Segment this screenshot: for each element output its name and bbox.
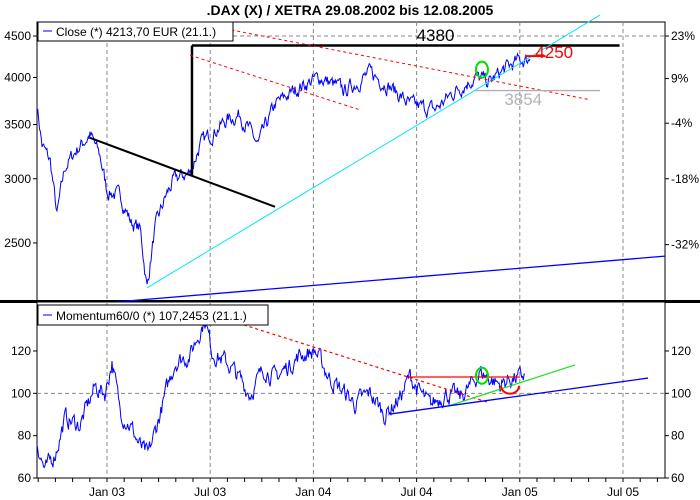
x-tick-label: Jan 04: [295, 485, 331, 499]
cyan-uptrend-line: [146, 14, 601, 289]
momentum-y-tick-label-right: 80: [671, 429, 685, 443]
green-breakout-circle: [474, 60, 489, 79]
momentum-red-dotted-downtrend: [237, 322, 488, 403]
percent-y-tick-label: -18%: [671, 172, 699, 186]
momentum-blue-uptrend: [389, 377, 649, 415]
blue-long-trend-line: [56, 255, 666, 308]
label-3854: 3854: [504, 90, 542, 109]
black-downtrend-line: [89, 136, 276, 208]
price-close-line: [36, 52, 531, 285]
momentum-green-circle: [474, 366, 489, 385]
x-tick-label: Jul 05: [607, 485, 639, 499]
momentum-y-tick-label-left: 100: [11, 386, 31, 400]
x-tick-label: Jul 03: [194, 485, 226, 499]
momentum-y-tick-label-right: 60: [671, 471, 685, 485]
momentum-green-uptrend: [447, 364, 576, 407]
momentum-legend-label: Momentum60/0 (*) 107,2453 (21.1.): [56, 309, 247, 323]
red-dashed-upper-line: [189, 21, 591, 101]
label-4250: 4250: [535, 43, 573, 62]
price-y-tick-label: 2500: [4, 236, 31, 250]
label-4380: 4380: [417, 26, 455, 45]
percent-y-tick-label: 9%: [671, 72, 689, 86]
momentum-y-tick-label-right: 100: [671, 386, 691, 400]
momentum-y-tick-label-left: 60: [18, 471, 32, 485]
momentum-legend-box: [37, 304, 269, 326]
price-y-tick-label: 3500: [4, 117, 31, 131]
price-y-tick-label: 4500: [4, 29, 31, 43]
price-legend-label: Close (*) 4213,70 EUR (21.1.): [56, 25, 216, 39]
chart-title: .DAX (X) / XETRA 29.08.2002 bis 12.08.20…: [207, 2, 494, 18]
momentum-panel: Jan 03 Jul 03 Jan 04 Jul 04 Jan 05 Jul 05 120 1…: [11, 301, 691, 499]
price-panel: 4500 4000 3500 3000 2500 23% 9% -4% -18% -32% 4380…: [0, 14, 700, 308]
momentum-y-tick-label-right: 120: [671, 344, 691, 358]
percent-y-tick-label: -32%: [671, 238, 699, 252]
legends: Close (*) 4213,70 EUR (21.1.) Momentum60…: [37, 21, 269, 326]
x-tick-label: Jan 05: [502, 485, 538, 499]
price-panel-frame: [36, 21, 666, 302]
x-tick-label: Jan 03: [89, 485, 125, 499]
momentum-panel-frame: [36, 301, 666, 479]
price-y-tick-label: 4000: [4, 70, 31, 84]
price-y-tick-label: 3000: [4, 172, 31, 186]
momentum-red-arc: [499, 385, 520, 395]
momentum-y-tick-label-left: 80: [18, 429, 32, 443]
price-legend-box: [37, 21, 234, 42]
percent-y-tick-label: -4%: [671, 116, 693, 130]
percent-y-tick-label: 23%: [671, 29, 695, 43]
momentum-y-tick-label-left: 120: [11, 344, 31, 358]
x-tick-label: Jul 04: [401, 485, 433, 499]
